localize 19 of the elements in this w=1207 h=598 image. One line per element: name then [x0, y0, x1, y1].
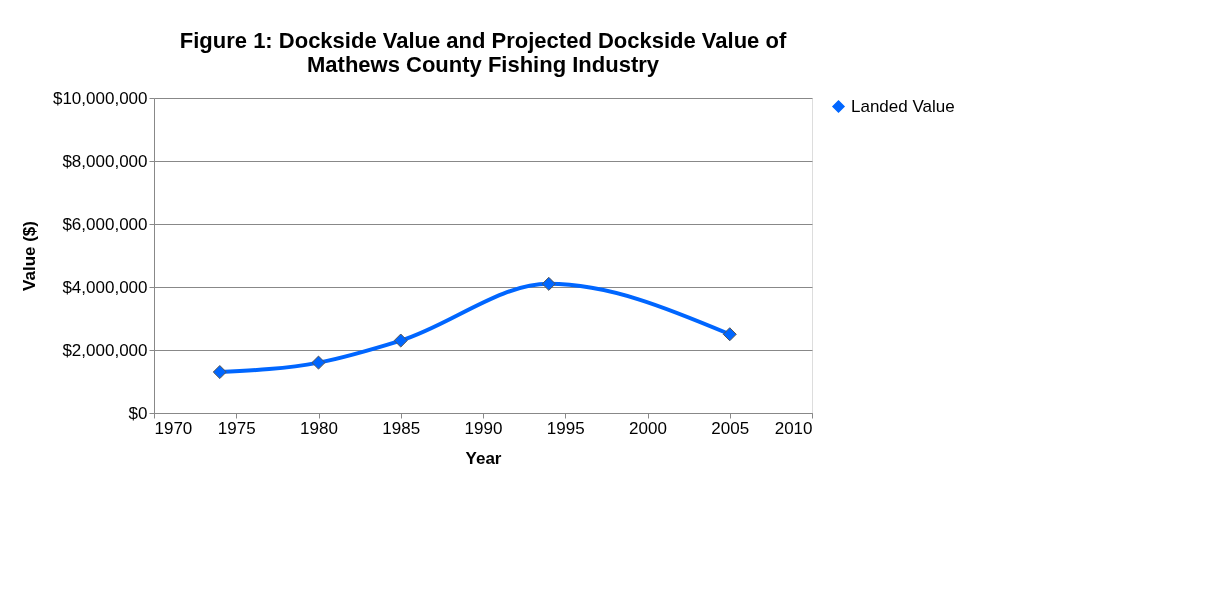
- x-tick-label: 2005: [711, 418, 750, 438]
- chart-title: Figure 1: Dockside Value and Projected Dockside Value of Mathews County Fishing Industry: [179, 28, 787, 77]
- x-tick-label: 2010: [774, 418, 813, 438]
- y-tick-label: $4,000,000: [62, 277, 148, 297]
- y-tick-label: $0: [128, 403, 148, 423]
- y-axis-title: Value ($): [19, 221, 39, 291]
- x-tick-label: 1975: [217, 418, 256, 438]
- legend-label: Landed Value: [851, 96, 955, 116]
- x-axis-title: Year: [465, 448, 502, 468]
- y-tick-label: $8,000,000: [62, 151, 148, 171]
- x-tick-label: 1985: [382, 418, 421, 438]
- y-tick-label: $6,000,000: [62, 214, 148, 234]
- x-tick-label: 1980: [300, 418, 338, 438]
- y-tick-label: $2,000,000: [62, 340, 148, 360]
- y-tick-label: $10,000,000: [52, 88, 148, 108]
- x-tick-label: 1970: [154, 418, 193, 438]
- x-tick-label: 1990: [464, 418, 503, 438]
- x-tick-label: 1995: [546, 418, 585, 438]
- x-tick-label: 2000: [629, 418, 667, 438]
